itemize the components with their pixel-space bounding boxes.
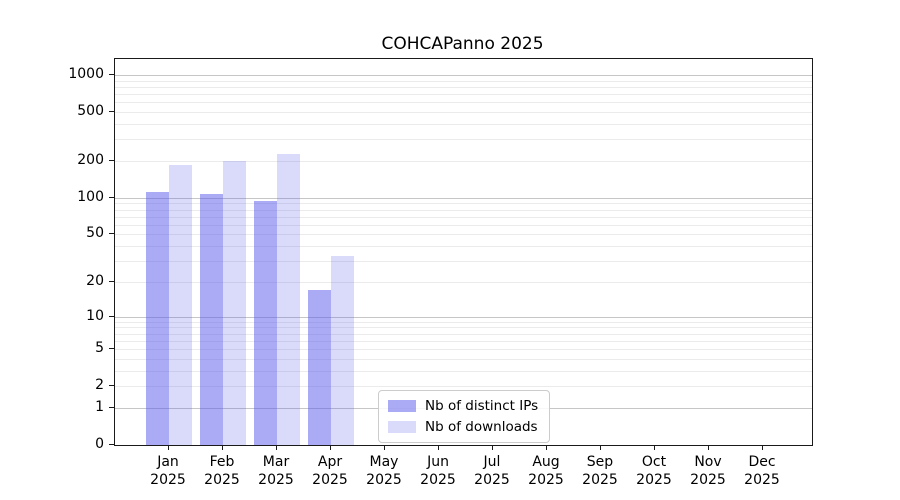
gridline-y-2 bbox=[115, 385, 812, 387]
y-tick-mark-0 bbox=[109, 444, 114, 445]
x-tick-label-jan-2025: Jan 2025 bbox=[150, 454, 186, 488]
bar-nb-of-downloads-jan-2025 bbox=[169, 165, 192, 445]
x-tick-label-feb-2025: Feb 2025 bbox=[204, 454, 240, 488]
gridline-y-90 bbox=[115, 202, 812, 204]
gridline-y-600 bbox=[115, 101, 812, 103]
y-tick-mark-500 bbox=[109, 111, 114, 113]
x-tick-label-dec-2025: Dec 2025 bbox=[744, 454, 780, 488]
gridline-y-800 bbox=[115, 86, 812, 88]
gridline-y-3 bbox=[115, 370, 812, 372]
gridline-y-30 bbox=[115, 260, 812, 262]
x-tick-mark-10 bbox=[708, 445, 709, 450]
y-tick-label-5: 5 bbox=[95, 340, 104, 357]
gridline-y-60 bbox=[115, 224, 812, 226]
gridline-y-6 bbox=[115, 340, 812, 342]
legend-row-distinct-ips: Nb of distinct IPs bbox=[388, 398, 538, 414]
gridline-y-700 bbox=[115, 93, 812, 95]
x-tick-label-jun-2025: Jun 2025 bbox=[420, 454, 456, 488]
x-tick-mark-9 bbox=[654, 445, 655, 450]
y-tick-label-100: 100 bbox=[77, 188, 104, 205]
y-tick-mark-2 bbox=[109, 385, 114, 387]
gridline-y-500 bbox=[115, 111, 812, 113]
gridline-y-40 bbox=[115, 245, 812, 247]
y-tick-mark-1000 bbox=[109, 74, 114, 76]
x-tick-mark-2 bbox=[276, 445, 277, 450]
y-tick-label-1: 1 bbox=[95, 398, 104, 415]
gridline-y-80 bbox=[115, 209, 812, 211]
chart-title: COHCAPanno 2025 bbox=[381, 34, 544, 54]
bar-nb-of-downloads-mar-2025 bbox=[277, 154, 300, 445]
gridline-y-70 bbox=[115, 216, 812, 218]
gridline-y-100 bbox=[115, 197, 812, 199]
x-tick-label-jul-2025: Jul 2025 bbox=[474, 454, 510, 488]
bar-nb-of-distinct-ips-jan-2025 bbox=[146, 191, 169, 445]
y-tick-label-1000: 1000 bbox=[68, 66, 104, 83]
gridline-y-900 bbox=[115, 80, 812, 82]
gridline-y-400 bbox=[115, 123, 812, 125]
y-tick-label-200: 200 bbox=[77, 152, 104, 169]
y-tick-mark-100 bbox=[109, 196, 114, 198]
x-tick-label-nov-2025: Nov 2025 bbox=[690, 454, 726, 488]
y-tick-mark-5 bbox=[109, 348, 114, 350]
gridline-y-9 bbox=[115, 321, 812, 323]
gridline-y-200 bbox=[115, 160, 812, 162]
legend-row-downloads: Nb of downloads bbox=[388, 419, 538, 435]
gridline-y-1000 bbox=[115, 74, 812, 76]
legend-label-downloads: Nb of downloads bbox=[425, 419, 538, 435]
y-tick-label-500: 500 bbox=[77, 103, 104, 120]
x-tick-mark-6 bbox=[492, 445, 493, 450]
x-tick-mark-8 bbox=[600, 445, 601, 450]
gridline-y-5 bbox=[115, 348, 812, 350]
bar-nb-of-distinct-ips-apr-2025 bbox=[308, 290, 331, 445]
x-tick-label-oct-2025: Oct 2025 bbox=[636, 454, 672, 488]
plot-area: Nb of distinct IPs Nb of downloads bbox=[114, 58, 813, 446]
y-tick-label-10: 10 bbox=[86, 307, 104, 324]
gridline-y-10 bbox=[115, 316, 812, 318]
y-tick-label-2: 2 bbox=[95, 377, 104, 394]
gridline-y-7 bbox=[115, 333, 812, 335]
x-tick-label-may-2025: May 2025 bbox=[366, 454, 402, 488]
x-tick-label-mar-2025: Mar 2025 bbox=[258, 454, 294, 488]
y-tick-mark-10 bbox=[109, 315, 114, 317]
gridline-y-50 bbox=[115, 233, 812, 235]
x-tick-mark-11 bbox=[762, 445, 763, 450]
y-tick-mark-50 bbox=[109, 233, 114, 235]
y-tick-label-50: 50 bbox=[86, 225, 104, 242]
y-tick-label-0: 0 bbox=[95, 436, 104, 452]
y-tick-mark-20 bbox=[109, 280, 114, 282]
bar-nb-of-distinct-ips-feb-2025 bbox=[200, 194, 223, 445]
bar-nb-of-downloads-feb-2025 bbox=[223, 161, 246, 445]
x-tick-mark-3 bbox=[330, 445, 331, 450]
y-tick-label-20: 20 bbox=[86, 272, 104, 289]
x-tick-label-apr-2025: Apr 2025 bbox=[312, 454, 348, 488]
gridline-y-20 bbox=[115, 281, 812, 283]
gridline-y-4 bbox=[115, 358, 812, 360]
gridline-y-8 bbox=[115, 326, 812, 328]
y-tick-mark-1 bbox=[109, 406, 114, 408]
x-tick-mark-7 bbox=[546, 445, 547, 450]
gridline-y-300 bbox=[115, 138, 812, 140]
x-tick-label-aug-2025: Aug 2025 bbox=[528, 454, 564, 488]
x-tick-label-sep-2025: Sep 2025 bbox=[582, 454, 618, 488]
legend-swatch-distinct-ips bbox=[388, 400, 416, 412]
legend-label-distinct-ips: Nb of distinct IPs bbox=[425, 398, 539, 414]
legend: Nb of distinct IPs Nb of downloads bbox=[378, 390, 551, 443]
legend-swatch-downloads bbox=[388, 421, 416, 433]
x-tick-mark-1 bbox=[222, 445, 223, 450]
x-tick-mark-4 bbox=[384, 445, 385, 450]
x-tick-mark-5 bbox=[438, 445, 439, 450]
y-tick-mark-200 bbox=[109, 160, 114, 162]
bar-nb-of-distinct-ips-mar-2025 bbox=[254, 201, 277, 445]
x-tick-mark-0 bbox=[168, 445, 169, 450]
bar-nb-of-downloads-apr-2025 bbox=[331, 256, 354, 445]
